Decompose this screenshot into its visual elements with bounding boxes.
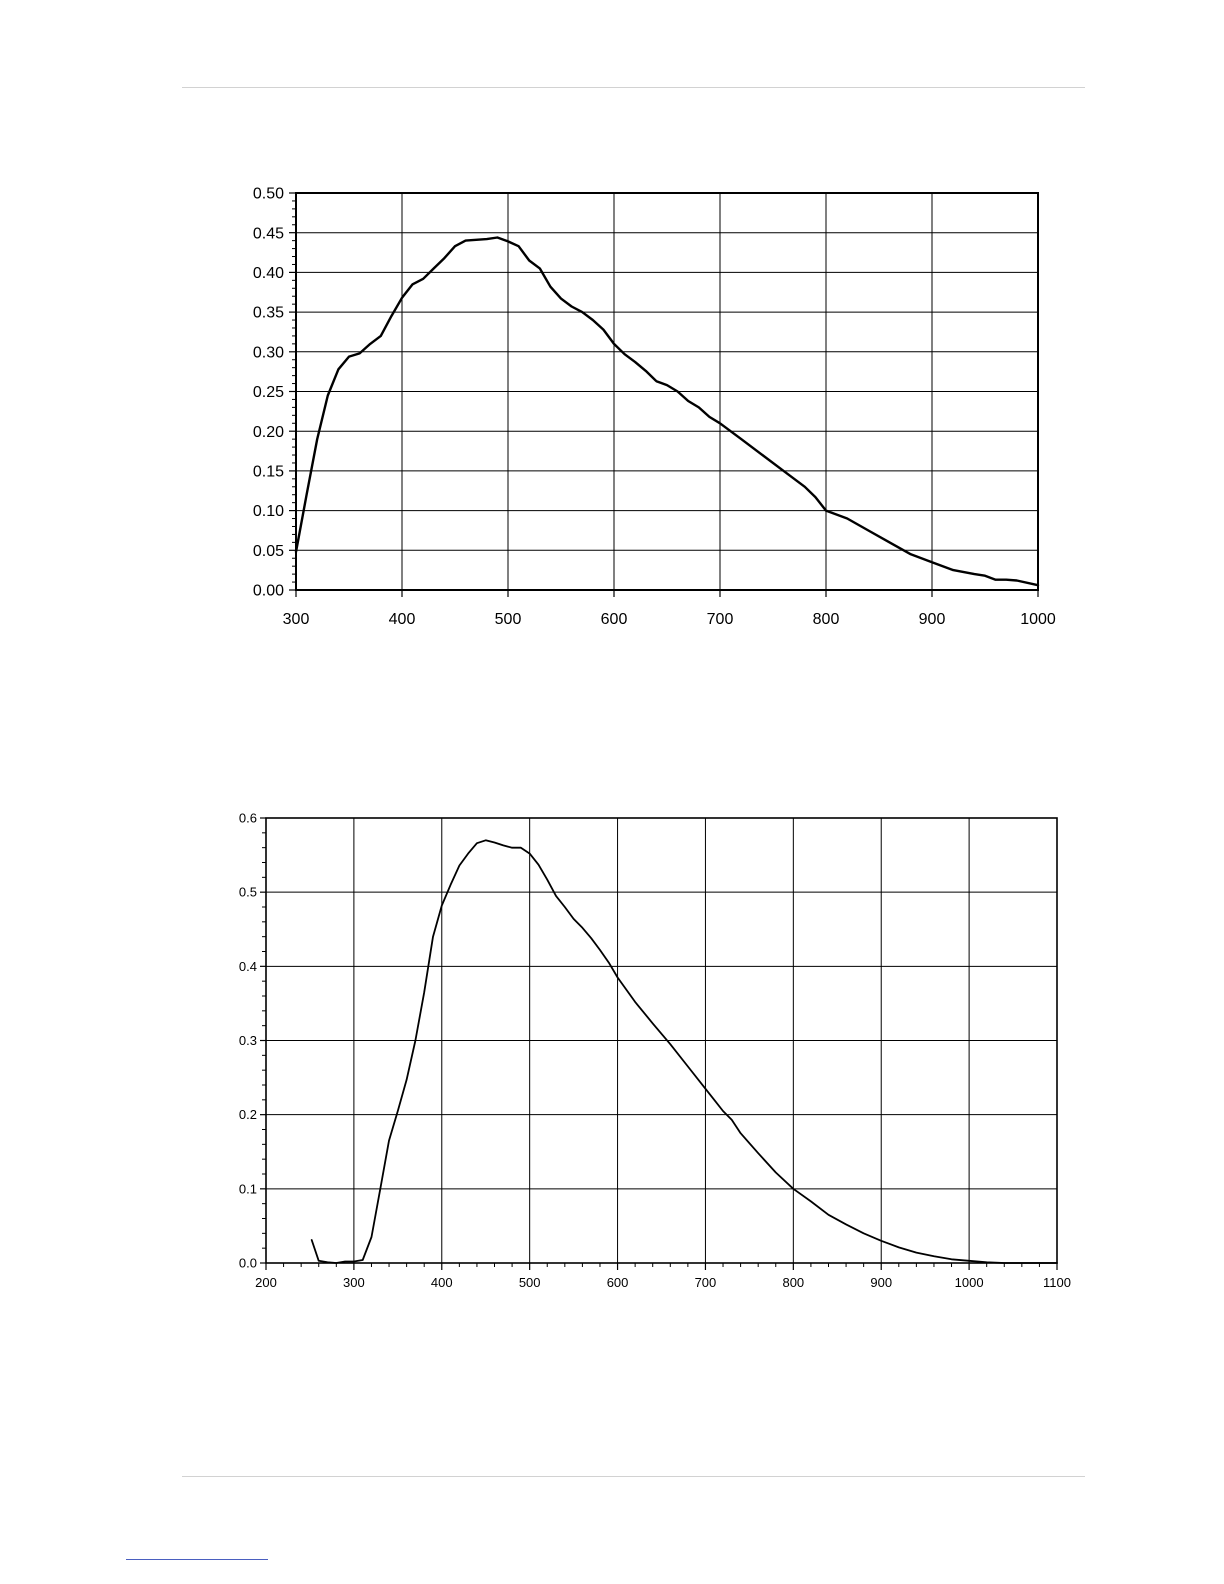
y-tick-label: 0.10	[253, 503, 284, 520]
y-tick-label: 0.6	[239, 811, 257, 826]
series-line	[310, 839, 1058, 1264]
plot-area: 0.00 0.05 0.10 0.15 0.20 0.25 0.30 0.35 0.40 0.45…	[253, 186, 1056, 628]
y-tick-label: 0.05	[253, 543, 284, 560]
x-tick-label: 1100	[1043, 1275, 1071, 1290]
series-line	[294, 236, 1040, 587]
y-tick-label: 0.20	[253, 424, 284, 441]
chart-1: 0.00 0.05 0.10 0.15 0.20 0.25 0.30 0.35 0.40 0.45…	[253, 186, 1056, 628]
y-tick-label: 0.3	[239, 1033, 257, 1048]
x-tick-label: 1000	[1020, 611, 1056, 628]
y-tick-label: 0.35	[253, 305, 284, 322]
y-tick-label: 0.5	[239, 885, 257, 900]
y-tick-label: 0.15	[253, 464, 284, 481]
x-tick-label: 1000	[955, 1275, 984, 1290]
y-tick-label: 0.0	[239, 1256, 257, 1271]
x-tick-label: 900	[919, 611, 946, 628]
footnote-separator	[126, 1559, 268, 1560]
y-tick-label: 0.2	[239, 1107, 257, 1122]
plot-area: 0.0 0.1 0.2 0.3 0.4 0.5 0.6 200 300 400 500 600 700 8…	[239, 811, 1071, 1290]
y-tick-label: 0.30	[253, 344, 284, 361]
y-tick-label: 0.40	[253, 265, 284, 282]
page-header-rule	[182, 87, 1085, 88]
plot-frame	[265, 817, 1058, 1264]
y-tick-label: 0.45	[253, 225, 284, 242]
x-tick-label: 400	[431, 1275, 453, 1290]
page-footer-rule	[182, 1476, 1085, 1477]
y-tick-label: 0.00	[253, 583, 284, 600]
y-tick-label: 0.4	[239, 959, 257, 974]
x-tick-label: 900	[870, 1275, 892, 1290]
x-tick-label: 700	[707, 611, 734, 628]
x-tick-label: 600	[607, 1275, 629, 1290]
x-tick-label: 400	[389, 611, 416, 628]
x-tick-label: 500	[519, 1275, 541, 1290]
x-tick-label: 600	[601, 611, 628, 628]
chart-2: 0.0 0.1 0.2 0.3 0.4 0.5 0.6 200 300 400 500 600 700 8…	[239, 811, 1071, 1290]
x-tick-label: 300	[343, 1275, 365, 1290]
y-tick-label: 0.50	[253, 186, 284, 203]
x-tick-label: 500	[495, 611, 522, 628]
x-tick-label: 800	[813, 611, 840, 628]
plot-frame	[295, 192, 1039, 591]
x-tick-label: 300	[283, 611, 310, 628]
x-tick-label: 200	[255, 1275, 277, 1290]
x-tick-label: 800	[782, 1275, 804, 1290]
x-tick-label: 700	[695, 1275, 717, 1290]
y-tick-label: 0.25	[253, 384, 284, 401]
y-tick-label: 0.1	[239, 1181, 257, 1196]
